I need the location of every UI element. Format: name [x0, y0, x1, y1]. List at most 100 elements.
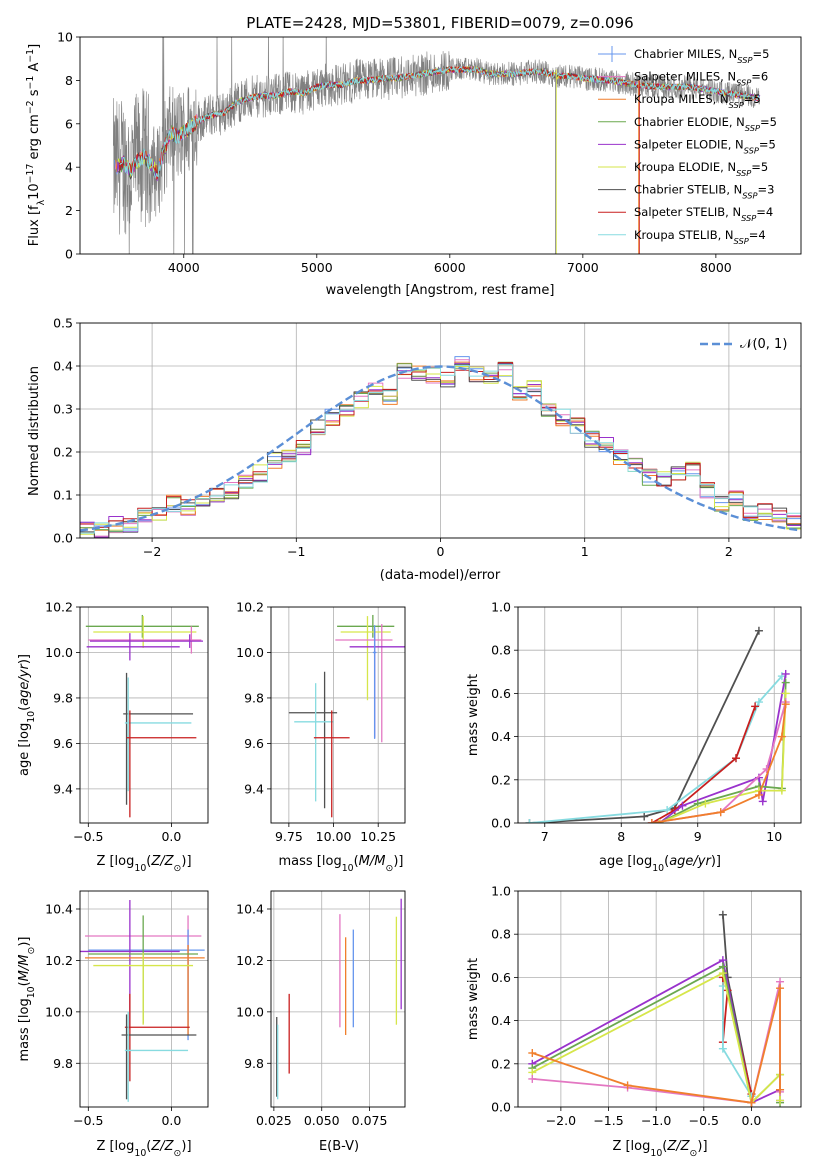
plot-area [80, 323, 801, 538]
plot-area [271, 891, 405, 1107]
plot-area [518, 607, 801, 823]
y-tick-label: 10.0 [236, 1004, 264, 1019]
x-tick-label: 0.075 [352, 1113, 388, 1128]
chart-title: PLATE=2428, MJD=53801, FIBERID=0079, z=0… [246, 14, 633, 32]
y-tick-label: 10 [57, 30, 73, 45]
y-tick-label: 0.4 [491, 729, 511, 744]
x-tick-label: 8 [617, 829, 625, 844]
y-tick-label: 10.2 [236, 600, 264, 615]
x-tick-label: 7 [541, 829, 549, 844]
x-tick-label: 4000 [168, 260, 200, 275]
y-tick-label: 9.8 [244, 690, 264, 705]
x-axis-label: (data-model)/error [380, 568, 501, 583]
y-tick-label: 0.8 [491, 643, 511, 658]
y-tick-label: 1.0 [491, 600, 511, 615]
y-tick-label: 0.0 [53, 531, 73, 546]
legend-label: Salpeter ELODIE, NSSP=5 [634, 137, 776, 155]
x-tick-label: 0.0 [742, 1113, 762, 1128]
plot-area [518, 891, 801, 1107]
x-tick-label: 9.75 [275, 829, 303, 844]
x-tick-label: −0.5 [689, 1113, 719, 1128]
axes-frame [79, 322, 802, 539]
y-axis-label: mass [log10(M/M⊙)] [17, 937, 37, 1062]
axes-frame [79, 890, 209, 1108]
y-tick-label: 9.8 [53, 690, 73, 705]
y-tick-label: 0.0 [491, 1100, 511, 1115]
y-tick-label: 0.2 [491, 772, 511, 787]
x-tick-label: 5000 [301, 260, 333, 275]
y-tick-label: 10.0 [236, 645, 264, 660]
x-tick-label: −0.5 [73, 1113, 103, 1128]
y-tick-label: 0.2 [53, 445, 73, 460]
mass-weight-line [529, 630, 760, 823]
y-tick-label: 10.2 [45, 600, 73, 615]
legend-label: 𝒩(0, 1) [740, 337, 787, 352]
y-tick-label: 0.4 [491, 1013, 511, 1028]
residual-histogram [80, 366, 801, 535]
legend-label: Kroupa MILES, NSSP=5 [634, 92, 761, 110]
x-tick-label: 10 [766, 829, 782, 844]
y-tick-label: 1.0 [491, 884, 511, 899]
model-spectrum [119, 66, 760, 178]
x-tick-label: −2.0 [546, 1113, 576, 1128]
legend-label: Salpeter MILES, NSSP=6 [634, 70, 768, 88]
legend-label: Chabrier ELODIE, NSSP=5 [634, 115, 777, 133]
y-tick-label: 4 [65, 160, 73, 175]
axes-frame [79, 606, 209, 824]
x-axis-label: Z [log10(Z/Z⊙)] [96, 854, 191, 874]
axes-frame [517, 890, 802, 1108]
y-tick-label: 0.4 [53, 359, 73, 374]
legend-label: Chabrier MILES, NSSP=5 [634, 47, 769, 65]
residual-histogram [80, 363, 801, 538]
x-axis-label: Z [log10(Z/Z⊙)] [612, 1139, 707, 1159]
y-tick-label: 0.2 [491, 1056, 511, 1071]
y-tick-label: 0.8 [491, 927, 511, 942]
x-tick-label: 7000 [567, 260, 599, 275]
x-tick-label: 9 [694, 829, 702, 844]
plot-area [80, 607, 208, 823]
x-tick-label: −1.0 [641, 1113, 671, 1128]
legend-label: Kroupa ELODIE, NSSP=5 [634, 160, 768, 178]
y-axis-label: mass weight [466, 958, 481, 1040]
x-axis-label: wavelength [Angstrom, rest frame] [326, 283, 555, 298]
residual-histogram [80, 364, 801, 534]
y-tick-label: 10.4 [236, 902, 264, 917]
x-tick-label: 6000 [434, 260, 466, 275]
x-tick-label: 0.0 [161, 829, 181, 844]
x-tick-label: 8000 [700, 260, 732, 275]
x-tick-label: 0.050 [304, 1113, 340, 1128]
x-axis-label: E(B-V) [319, 1139, 359, 1154]
y-tick-label: 0 [65, 247, 73, 262]
legend-label: Chabrier STELIB, NSSP=3 [634, 183, 774, 201]
y-tick-label: 6 [65, 116, 73, 131]
x-tick-label: 1 [581, 544, 589, 559]
legend-label: Salpeter STELIB, NSSP=4 [634, 205, 773, 223]
x-tick-label: −2 [143, 544, 161, 559]
y-axis-label: Flux [fλ10−17 erg cm−2 s−1 A−1] [25, 44, 47, 246]
y-axis-label: age [log10(age/yr)] [17, 654, 37, 776]
axes-frame [517, 606, 802, 824]
gaussian-curve [80, 365, 801, 532]
y-tick-label: 9.6 [244, 736, 264, 751]
mass-weight-line [651, 704, 787, 823]
y-tick-label: 10.4 [45, 902, 73, 917]
y-tick-label: 0.5 [53, 316, 73, 331]
y-tick-label: 9.8 [53, 1056, 73, 1071]
y-tick-label: 10.2 [45, 953, 73, 968]
x-tick-label: 0.0 [161, 1113, 181, 1128]
y-tick-label: 0.1 [53, 488, 73, 503]
axes-frame [270, 890, 406, 1108]
mass-weight-line [659, 693, 787, 823]
y-axis-label: Normed distribution [27, 366, 42, 496]
y-tick-label: 10.0 [45, 645, 73, 660]
x-axis-label: mass [log10(M/M⊙)] [279, 854, 404, 874]
y-tick-label: 9.6 [53, 736, 73, 751]
x-tick-label: 10.25 [360, 829, 396, 844]
y-tick-label: 8 [65, 73, 73, 88]
x-tick-label: 2 [725, 544, 733, 559]
x-axis-label: Z [log10(Z/Z⊙)] [96, 1139, 191, 1159]
x-axis-label: age [log10(age/yr)] [599, 854, 721, 874]
plot-area [80, 891, 208, 1107]
x-tick-label: 0.025 [256, 1113, 292, 1128]
